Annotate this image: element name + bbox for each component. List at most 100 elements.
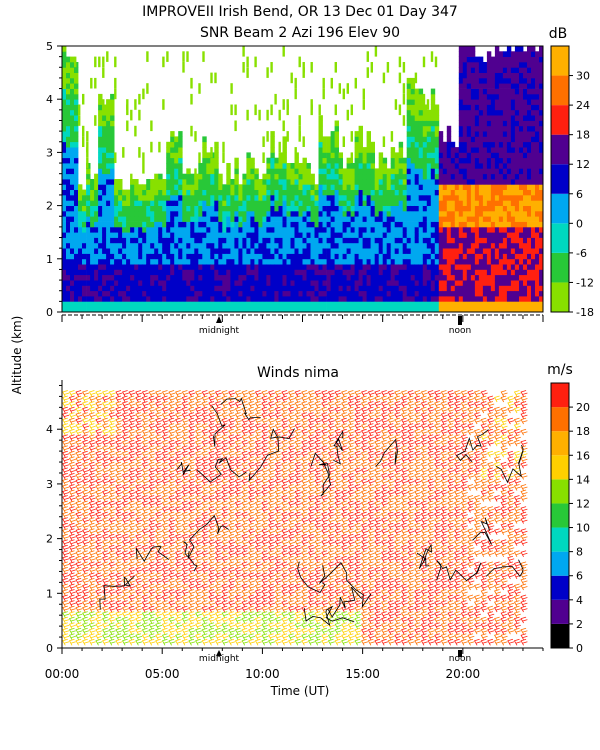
snr-cell — [510, 72, 516, 79]
snr-cell — [531, 301, 536, 308]
snr-cell — [110, 296, 115, 302]
snr-cell — [390, 179, 396, 185]
snr-cell — [174, 147, 179, 153]
snr-cell — [362, 216, 367, 222]
snr-cell — [162, 237, 167, 244]
snr-cell — [470, 147, 476, 153]
snr-cell — [458, 253, 464, 260]
snr-cell — [414, 258, 420, 265]
snr-cell — [198, 168, 203, 175]
snr-cell — [442, 269, 448, 276]
snr-cell — [378, 296, 384, 302]
snr-cell — [302, 226, 307, 233]
snr-cell — [531, 125, 536, 132]
snr-cell — [318, 258, 323, 265]
wind-barb — [141, 467, 149, 475]
snr-cell — [258, 253, 263, 260]
snr-cell — [430, 125, 436, 132]
snr-cell — [502, 280, 508, 286]
snr-cell — [338, 173, 343, 180]
snr-cell — [114, 296, 119, 302]
snr-cell — [186, 306, 191, 313]
snr-cell — [182, 232, 187, 238]
snr-cell — [310, 280, 315, 286]
wind-barb — [75, 450, 83, 458]
snr-cell — [430, 51, 434, 62]
wind-barb — [108, 594, 116, 602]
snr-cell — [426, 131, 432, 137]
snr-cell — [474, 232, 480, 238]
snr-cell — [498, 258, 504, 265]
snr-cell — [182, 290, 187, 297]
snr-cell — [286, 269, 291, 276]
snr-cell — [382, 280, 388, 286]
snr-colorbar-tick-label: 12 — [576, 158, 590, 171]
snr-cell — [434, 269, 440, 276]
snr-cell — [282, 184, 287, 190]
wind-barb — [75, 412, 83, 419]
snr-cell — [486, 125, 492, 132]
wind-barb — [62, 445, 70, 452]
snr-cell — [314, 226, 319, 233]
snr-cell — [234, 168, 239, 175]
snr-cell — [539, 301, 544, 308]
snr-cell — [354, 163, 359, 169]
snr-cell — [438, 152, 444, 159]
wind-barb — [128, 456, 136, 463]
snr-cell — [446, 280, 452, 286]
wind-barb — [75, 633, 83, 640]
snr-cell — [382, 200, 388, 206]
snr-cell — [130, 195, 135, 201]
snr-cell — [110, 109, 115, 116]
snr-cell — [470, 264, 476, 270]
snr-cell — [322, 152, 327, 159]
snr-cell — [74, 221, 79, 228]
snr-cell — [78, 200, 83, 206]
snr-cell — [198, 179, 203, 185]
snr-cell — [514, 200, 520, 206]
snr-cell — [226, 258, 231, 265]
snr-cell — [442, 163, 448, 169]
snr-cell — [430, 136, 436, 143]
snr-cell — [186, 221, 191, 228]
snr-cell — [82, 274, 87, 281]
snr-cell — [462, 253, 468, 260]
snr-cell — [70, 184, 75, 190]
snr-cell — [266, 264, 271, 270]
snr-cell — [138, 274, 143, 281]
wind-barb — [75, 401, 83, 408]
snr-cell — [366, 184, 371, 190]
snr-cell — [198, 296, 203, 302]
snr-cell — [70, 242, 75, 249]
wind-barb — [62, 500, 70, 508]
snr-cell — [414, 274, 420, 281]
snr-cell — [322, 168, 327, 175]
snr-cell — [290, 216, 295, 222]
snr-cell — [523, 242, 528, 249]
snr-cell — [110, 237, 115, 244]
snr-cell — [294, 274, 299, 281]
snr-cell — [422, 285, 428, 292]
wind-barb — [135, 423, 143, 430]
snr-cell — [286, 296, 291, 302]
wind-barb — [135, 555, 143, 563]
snr-cell — [523, 141, 528, 148]
snr-cell — [274, 173, 279, 180]
snr-cell — [314, 264, 319, 270]
snr-cell — [346, 264, 351, 270]
snr-cell — [310, 104, 313, 116]
snr-cell — [154, 306, 159, 313]
snr-cell — [426, 242, 432, 249]
snr-cell — [66, 290, 71, 297]
snr-cell — [238, 237, 243, 244]
snr-cell — [366, 168, 371, 175]
wind-barb — [148, 533, 156, 541]
snr-cell — [342, 269, 347, 276]
snr-cell — [82, 232, 87, 238]
snr-cell — [166, 301, 171, 308]
snr-cell — [390, 274, 396, 281]
wind-barb — [62, 390, 70, 397]
snr-cell — [498, 67, 504, 73]
wind-barb — [88, 533, 96, 541]
snr-cell — [150, 226, 155, 233]
